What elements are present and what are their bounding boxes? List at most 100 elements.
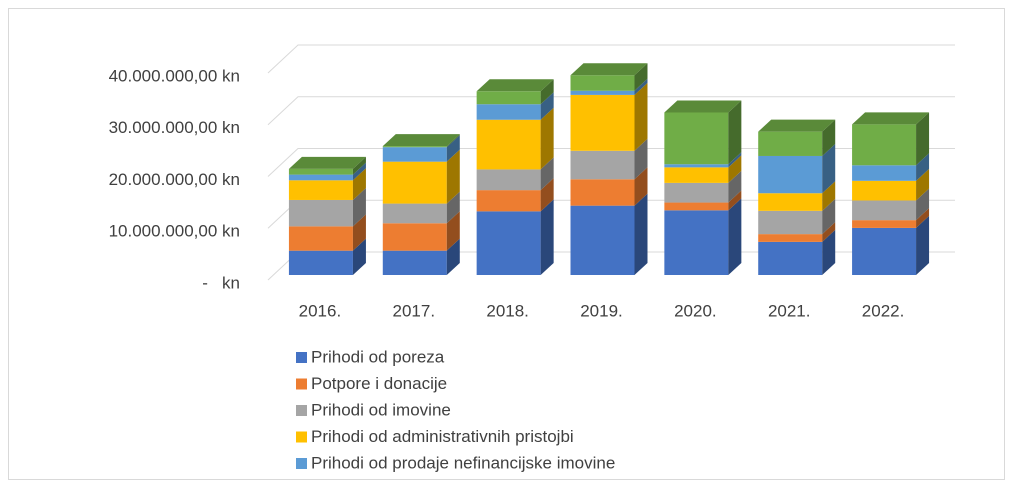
bar-side bbox=[728, 155, 742, 183]
bar-side bbox=[916, 112, 930, 166]
bar bbox=[570, 75, 635, 91]
bar-side bbox=[634, 138, 648, 180]
bar bbox=[382, 147, 447, 162]
x-tick-label: 2018. bbox=[486, 301, 529, 320]
bar bbox=[570, 90, 635, 95]
bar bbox=[476, 104, 541, 120]
bar-top bbox=[288, 156, 366, 169]
bar-side bbox=[916, 188, 930, 221]
bar bbox=[288, 199, 353, 227]
bar-side bbox=[540, 92, 554, 120]
bar-side bbox=[352, 156, 366, 175]
bar-side bbox=[822, 198, 836, 235]
bar bbox=[382, 250, 447, 275]
bar bbox=[664, 210, 729, 275]
bar bbox=[852, 200, 917, 221]
bar bbox=[570, 94, 635, 151]
bar bbox=[288, 250, 353, 275]
bar-side bbox=[446, 211, 460, 251]
x-tick-label: 2017. bbox=[393, 301, 436, 320]
bar bbox=[288, 174, 353, 181]
bar-side bbox=[540, 178, 554, 212]
legend-swatch bbox=[296, 431, 307, 443]
bar-side bbox=[822, 181, 836, 211]
bar bbox=[758, 241, 823, 275]
bar bbox=[664, 164, 729, 168]
bar-side bbox=[634, 167, 648, 206]
bar-side bbox=[728, 170, 742, 203]
bar bbox=[852, 220, 917, 228]
bar-side bbox=[822, 229, 836, 275]
bar-side bbox=[446, 135, 460, 162]
legend-label: Prihodi od poreza bbox=[311, 347, 445, 366]
bar bbox=[382, 203, 447, 224]
bar bbox=[476, 211, 541, 275]
bar bbox=[852, 165, 917, 181]
grid-line bbox=[267, 44, 955, 74]
bar bbox=[570, 150, 635, 180]
bar-top bbox=[664, 100, 742, 113]
bar bbox=[664, 182, 729, 203]
bar-side bbox=[352, 214, 366, 251]
legend-label: Potpore i donacije bbox=[311, 374, 447, 393]
legend-swatch bbox=[296, 405, 307, 416]
legend-label: Prihodi od prodaje nefinancijske imovine bbox=[311, 453, 615, 472]
bar-top bbox=[758, 119, 836, 132]
bar bbox=[664, 167, 729, 183]
bar-side bbox=[728, 190, 742, 211]
bar bbox=[758, 234, 823, 242]
bar bbox=[476, 190, 541, 212]
legend-swatch bbox=[296, 458, 307, 469]
bar bbox=[476, 169, 541, 191]
x-tick-label: 2019. bbox=[580, 301, 623, 320]
bar-side bbox=[822, 119, 836, 156]
bar bbox=[758, 131, 823, 156]
bar-side bbox=[634, 63, 648, 91]
bar-side bbox=[540, 107, 554, 170]
bar-top bbox=[382, 134, 460, 147]
bar bbox=[758, 210, 823, 235]
bar-top bbox=[570, 63, 648, 76]
x-tick-label: 2020. bbox=[674, 301, 717, 320]
bar-side bbox=[446, 238, 460, 275]
bar bbox=[664, 112, 729, 165]
grid-line bbox=[267, 96, 955, 126]
bar bbox=[570, 179, 635, 206]
bar bbox=[382, 161, 447, 204]
bar bbox=[288, 168, 353, 175]
bar-side bbox=[916, 215, 930, 275]
bar-side bbox=[728, 100, 742, 165]
bar-side bbox=[728, 152, 742, 168]
bar bbox=[570, 205, 635, 275]
y-tick-label: 30.000.000,00 kn bbox=[109, 118, 240, 137]
bar bbox=[382, 146, 447, 148]
legend-label: Prihodi od imovine bbox=[311, 400, 451, 419]
legend-label: Prihodi od administrativnih pristojbi bbox=[311, 427, 574, 446]
bar-side bbox=[916, 153, 930, 181]
bar-side bbox=[540, 157, 554, 191]
bar-side bbox=[540, 199, 554, 275]
bar-top bbox=[852, 112, 930, 125]
bar-side bbox=[822, 143, 836, 194]
bar bbox=[664, 202, 729, 211]
y-tick-label: - kn bbox=[202, 273, 240, 292]
bar bbox=[476, 91, 541, 105]
legend-swatch bbox=[296, 378, 307, 390]
x-tick-label: 2016. bbox=[299, 301, 342, 320]
bar bbox=[758, 155, 823, 194]
bar bbox=[852, 227, 917, 275]
bar bbox=[476, 119, 541, 170]
bar-side bbox=[916, 208, 930, 228]
y-tick-label: 20.000.000,00 kn bbox=[109, 170, 240, 189]
bar-side bbox=[446, 191, 460, 224]
bar-side bbox=[446, 149, 460, 204]
bar-side bbox=[634, 193, 648, 275]
x-tick-label: 2022. bbox=[862, 301, 905, 320]
bar-side bbox=[352, 187, 366, 227]
bar-side bbox=[352, 162, 366, 181]
bar-side bbox=[352, 168, 366, 200]
bar-side bbox=[916, 168, 930, 201]
bar-side bbox=[446, 134, 460, 148]
x-tick-label: 2021. bbox=[768, 301, 811, 320]
